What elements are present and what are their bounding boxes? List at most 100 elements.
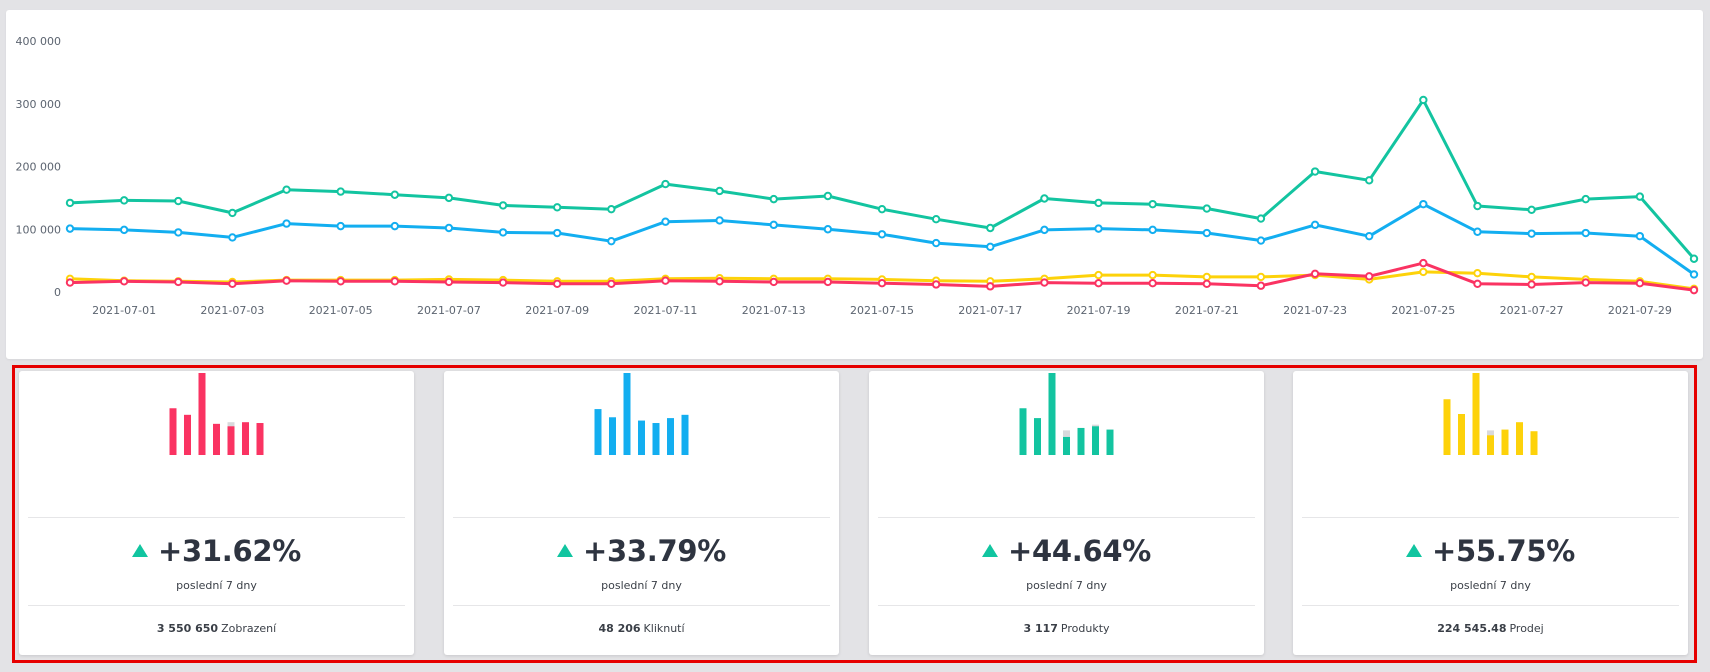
series-point (1527, 272, 1536, 282)
series-point (1419, 258, 1428, 268)
period-label: poslední 7 dny (601, 579, 682, 592)
card-prodej[interactable]: +55.75% poslední 7 dny 224 545.48 Prodej (1293, 371, 1688, 655)
x-tick-label: 2021-07-13 (742, 304, 806, 317)
total-value: 48 206 (598, 622, 641, 635)
series-point (931, 280, 941, 289)
series-point (390, 221, 399, 231)
series-point (65, 224, 75, 233)
series-point (1527, 205, 1536, 214)
card-zobrazeni[interactable]: +31.62% poslední 7 dny 3 550 650 Zobrazen… (19, 371, 414, 655)
series-point (119, 196, 129, 205)
x-tick-label: 2021-07-21 (1175, 304, 1239, 317)
x-tick-label: 2021-07-19 (1067, 304, 1131, 317)
series-point (1581, 228, 1590, 238)
series-point (1040, 278, 1049, 287)
delta-value: +31.62% (19, 534, 414, 568)
mini-bar (198, 373, 206, 455)
series-point (1148, 199, 1157, 209)
series-point (1689, 285, 1699, 295)
series-point (661, 217, 670, 226)
mini-bar (1034, 418, 1041, 455)
total-value: 3 550 650 (156, 622, 219, 635)
mini-bar (1458, 414, 1465, 455)
series-point (1527, 280, 1536, 289)
series-line (69, 202, 1695, 276)
series-point (986, 282, 995, 291)
series-point (336, 221, 345, 231)
up-arrow-icon (557, 543, 573, 557)
series-point (444, 277, 454, 287)
series-point (1256, 214, 1266, 223)
period-label: poslední 7 dny (1026, 579, 1107, 592)
series-point (877, 230, 887, 239)
series-point (1094, 224, 1103, 233)
series-point (1256, 236, 1266, 245)
series-point (1473, 227, 1482, 236)
series-point (1419, 267, 1428, 277)
series-point (1148, 270, 1157, 280)
series-point (715, 277, 724, 286)
mini-bar (1048, 373, 1056, 455)
series-point (282, 276, 291, 285)
up-arrow-icon (132, 543, 148, 557)
series-point (877, 204, 887, 214)
series-point (769, 194, 778, 204)
mini-bar-chart (1019, 373, 1114, 455)
up-arrow-icon (982, 543, 998, 557)
series-point (1527, 229, 1536, 238)
x-tick-label: 2021-07-17 (958, 304, 1022, 317)
series-point (931, 238, 941, 248)
period-label: poslední 7 dny (176, 579, 257, 592)
series-point (390, 277, 399, 286)
series-point (986, 223, 995, 233)
card-kliknuti[interactable]: +33.79% poslední 7 dny 48 206 Kliknutí (444, 371, 839, 655)
mini-bar (1092, 426, 1099, 455)
divider (1302, 605, 1679, 606)
mini-bar (623, 373, 631, 455)
series-point (282, 219, 291, 228)
series-point (1040, 225, 1049, 235)
series-point (986, 242, 995, 252)
series-point (1202, 204, 1212, 213)
delta-text: +55.75% (1432, 534, 1575, 568)
total-label: Prodej (1509, 622, 1544, 635)
series-point (1094, 198, 1103, 208)
series-point (1473, 268, 1482, 278)
y-tick-label: 400 000 (16, 35, 62, 48)
mini-bar (256, 423, 264, 455)
series-point (715, 186, 724, 196)
series-point (823, 191, 833, 201)
total-value: 224 545.48 (1437, 622, 1507, 635)
mini-bar (169, 408, 177, 455)
series-point (1473, 279, 1482, 289)
series-point (1256, 272, 1266, 282)
series-point (444, 223, 454, 233)
x-tick-label: 2021-07-11 (633, 304, 697, 317)
mini-bar (1472, 373, 1480, 455)
mini-bar (638, 420, 645, 455)
total-line: 48 206 Kliknutí (444, 622, 839, 635)
mini-bar (609, 417, 616, 455)
y-tick-label: 100 000 (16, 223, 62, 236)
series-point (228, 208, 237, 218)
x-tick-label: 2021-07-03 (200, 304, 264, 317)
series-point (1689, 270, 1699, 279)
mini-bar (1063, 436, 1070, 455)
card-produkty[interactable]: +44.64% poslední 7 dny 3 117 Produkty (869, 371, 1264, 655)
delta-value: +44.64% (869, 534, 1264, 568)
y-tick-label: 300 000 (16, 98, 62, 111)
x-tick-label: 2021-07-05 (309, 304, 373, 317)
series-point (769, 277, 778, 287)
delta-text: +44.64% (1008, 534, 1151, 568)
series-point (607, 279, 616, 289)
total-label: Kliknutí (643, 622, 685, 635)
divider (1302, 517, 1679, 518)
series-point (65, 278, 75, 287)
series-point (1689, 254, 1699, 263)
x-tick-label: 2021-07-09 (525, 304, 589, 317)
x-tick-label: 2021-07-01 (92, 304, 156, 317)
series-point (1635, 231, 1645, 241)
mini-bar (652, 423, 660, 455)
series-point (498, 201, 508, 210)
x-tick-label: 2021-07-23 (1283, 304, 1347, 317)
